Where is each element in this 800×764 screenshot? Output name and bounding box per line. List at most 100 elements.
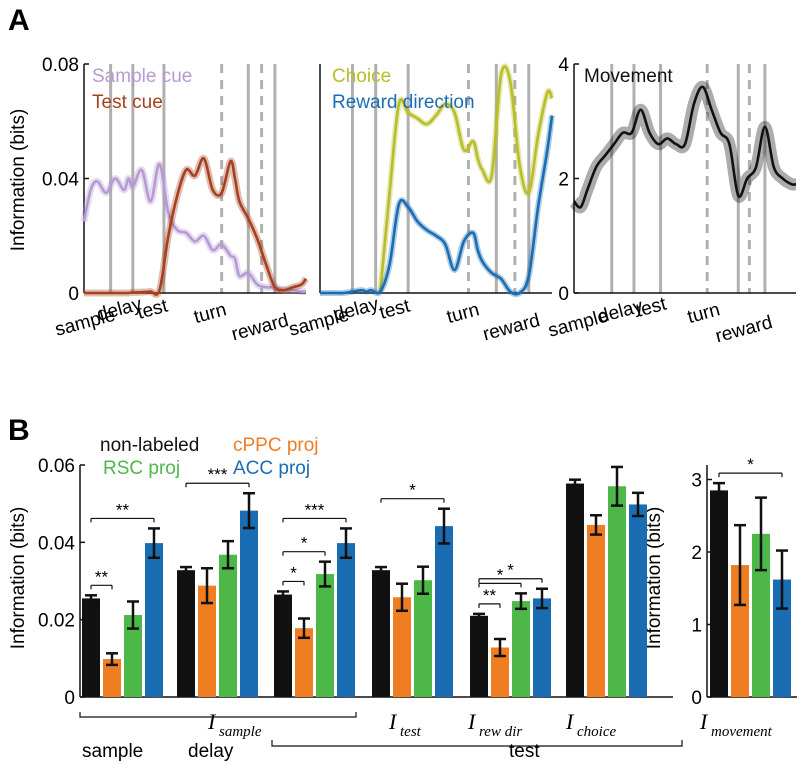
y-tick-label-2: 0.04 <box>38 533 75 554</box>
i-choice-i: I <box>565 709 575 734</box>
bar-movement-0 <box>710 490 728 697</box>
y-tick-label-3: 0.06 <box>38 456 75 477</box>
series-band-0 <box>569 80 798 214</box>
sig-label-2: * <box>507 561 514 580</box>
sig-label-0: * <box>409 481 416 500</box>
bar-delay-1 <box>198 585 216 697</box>
y-tick-label-1: 0.04 <box>42 170 79 191</box>
legend-cppc: cPPC proj <box>233 435 319 456</box>
legend-movement: Movement <box>584 66 673 87</box>
y-tick-label-3: 3 <box>691 471 702 492</box>
bar-chart-information: 00.020.040.06**************** * <box>38 456 673 709</box>
y-tick-label-0: 0 <box>558 284 569 305</box>
sig-label-1: * <box>301 534 308 553</box>
i-sample-i: I <box>207 709 217 734</box>
group-label-i-choice: I choice <box>565 709 616 740</box>
bar-delay-0 <box>177 570 195 697</box>
legend-choice: Choice <box>332 66 391 87</box>
series-line-1 <box>83 157 308 296</box>
event-label-test: test <box>377 295 413 323</box>
series-line-1 <box>319 115 554 296</box>
legend-sample-cue: Sample cue <box>92 66 192 87</box>
bar-test-2 <box>414 580 432 697</box>
y-tick-label-2: 0.08 <box>42 55 79 76</box>
legend-rsc: RSC proj <box>103 458 180 479</box>
bar-testsample-3 <box>337 543 355 697</box>
panel-b-ylabel-right: Information (bits) <box>644 507 665 650</box>
event-label-turn: turn <box>445 299 482 328</box>
i-sample-sub: sample <box>219 724 262 740</box>
bracket-test <box>271 740 683 747</box>
event-label-delay: delay <box>332 294 382 326</box>
sig-label-1: ** <box>116 500 130 519</box>
bar-sample-1 <box>103 659 121 697</box>
bar-movement-2 <box>752 533 770 697</box>
sig-label-0: * <box>747 455 754 474</box>
panel-label-a: A <box>8 4 30 37</box>
bar-test-0 <box>372 570 390 697</box>
sig-label-1: * <box>497 565 504 584</box>
legend-non-labeled: non-labeled <box>100 435 199 456</box>
bar-choice-2 <box>608 486 626 697</box>
i-movement-sub: movement <box>711 724 773 740</box>
series-line-0 <box>82 162 307 293</box>
panel-label-b: B <box>8 414 30 447</box>
sig-label-2: *** <box>305 500 325 519</box>
epoch-label-test: test <box>509 741 540 762</box>
event-label-reward: reward <box>713 312 775 347</box>
bar-rewdir-0 <box>470 615 488 697</box>
bar-delay-2 <box>219 554 237 697</box>
bracket-i-sample <box>79 712 357 718</box>
legend-test-cue: Test cue <box>92 92 163 113</box>
bar-testsample-0 <box>274 594 292 697</box>
y-tick-label-1: 1 <box>691 616 702 637</box>
sig-label-0: *** <box>208 465 228 484</box>
sig-label-0: ** <box>483 586 497 605</box>
y-tick-label-1: 2 <box>558 170 569 191</box>
y-tick-label-0: 0 <box>64 688 75 709</box>
series-band-0 <box>80 160 307 296</box>
i-movement-i: I <box>699 709 709 734</box>
bar-rewdir-2 <box>512 601 530 697</box>
epoch-label-delay: delay <box>188 741 234 762</box>
bar-sample-0 <box>82 598 100 697</box>
i-test-i: I <box>388 709 398 734</box>
bar-testsample-1 <box>295 628 313 697</box>
bar-group-5 <box>566 465 647 697</box>
i-rew-sub: rew dir <box>479 724 522 740</box>
group-label-i-movement: I movement <box>699 709 773 740</box>
panel-a-ylabel: Information (bits) <box>8 109 29 252</box>
bar-group-0: ** ** <box>82 500 163 697</box>
bar-testsample-2 <box>316 574 334 697</box>
bar-group-0: * <box>710 455 791 697</box>
y-tick-label-0: 0 <box>691 688 702 709</box>
bar-choice-1 <box>587 524 605 697</box>
event-label-test: test <box>135 295 171 323</box>
series-line-0 <box>379 65 554 292</box>
bar-group-4: *** * <box>470 561 551 697</box>
y-tick-label-0: 0 <box>68 284 79 305</box>
y-tick-label-2: 4 <box>558 55 569 76</box>
i-rew-i: I <box>467 709 477 734</box>
bar-movement-1 <box>731 565 749 697</box>
legend-acc: ACC proj <box>233 458 310 479</box>
bar-sample-3 <box>145 543 163 697</box>
y-tick-label-1: 0.02 <box>38 611 75 632</box>
i-choice-sub: choice <box>577 724 616 740</box>
epoch-label-sample: sample <box>82 741 143 762</box>
bar-choice-0 <box>566 483 584 697</box>
event-label-reward: reward <box>229 310 291 345</box>
sig-label-0: ** <box>95 567 109 586</box>
y-tick-label-2: 2 <box>691 543 702 564</box>
bar-rewdir-1 <box>491 647 509 697</box>
bar-group-1: *** <box>177 465 258 697</box>
i-test-sub: test <box>400 724 422 740</box>
panel-b-ylabel-left: Information (bits) <box>8 507 29 650</box>
legend-reward-direction: Reward direction <box>332 92 475 113</box>
bar-chart-movement: 0 1 2 3 * <box>691 455 797 709</box>
event-label-reward: reward <box>481 310 543 345</box>
bar-test-3 <box>435 526 453 697</box>
